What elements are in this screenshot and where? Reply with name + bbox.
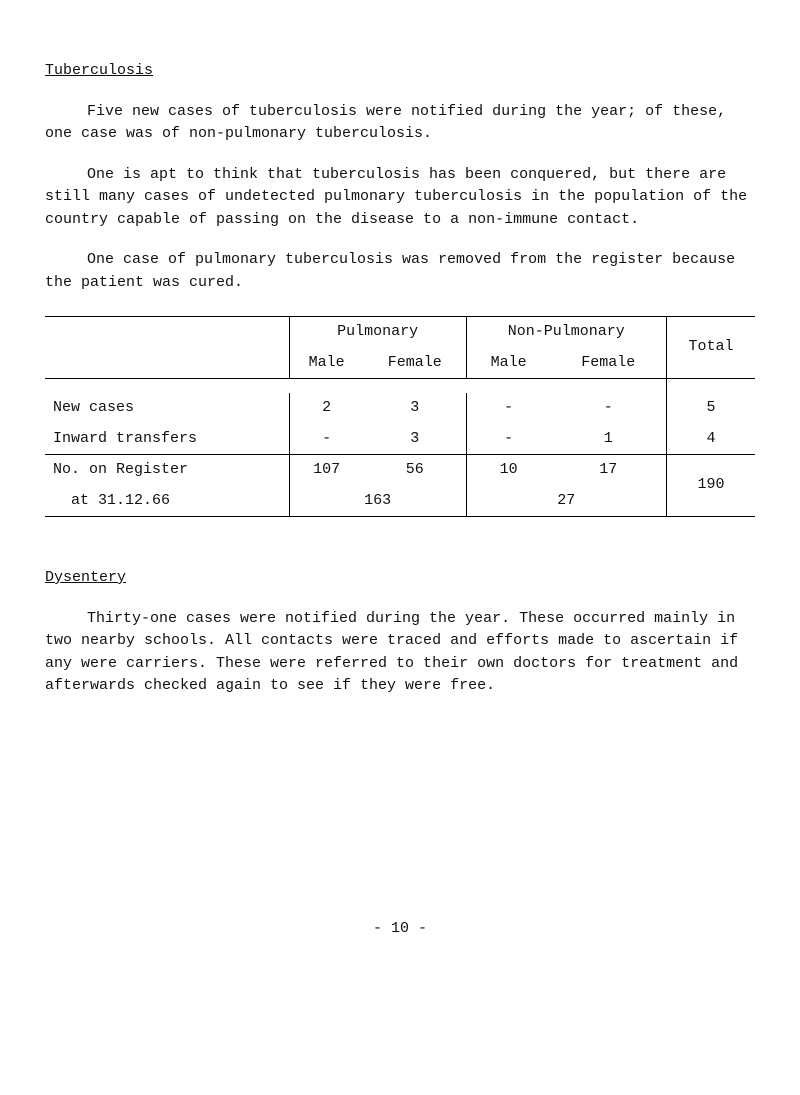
- th-blank: [45, 317, 289, 348]
- section-heading-tb: Tuberculosis: [45, 60, 755, 83]
- row-register-pm: 107: [289, 455, 364, 486]
- row-inward-nm: -: [466, 424, 550, 455]
- th-pulmonary: Pulmonary: [289, 317, 466, 348]
- row-inward-total: 4: [666, 424, 755, 455]
- row-inward-pm: -: [289, 424, 364, 455]
- page-number: - 10 -: [45, 918, 755, 941]
- th-total: Total: [666, 317, 755, 379]
- row-register-nf: 17: [551, 455, 667, 486]
- tb-paragraph-2: One is apt to think that tuberculosis ha…: [45, 164, 755, 232]
- row-inward-label: Inward transfers: [45, 424, 289, 455]
- th-p-female: Female: [364, 348, 466, 379]
- dys-paragraph-1: Thirty-one cases were notified during th…: [45, 608, 755, 698]
- row-register-label: No. on Register: [45, 455, 289, 486]
- th-p-male: Male: [289, 348, 364, 379]
- row-register2-label: at 31.12.66: [45, 486, 289, 517]
- th-n-male: Male: [466, 348, 550, 379]
- row-newcases-pm: 2: [289, 393, 364, 424]
- row-newcases-total: 5: [666, 393, 755, 424]
- th-blank2: [45, 348, 289, 379]
- row-newcases-nf: -: [551, 393, 667, 424]
- row-register-nsub: 27: [466, 486, 666, 517]
- row-newcases-pf: 3: [364, 393, 466, 424]
- tb-paragraph-3: One case of pulmonary tuberculosis was r…: [45, 249, 755, 294]
- tb-table: Pulmonary Non-Pulmonary Total Male Femal…: [45, 316, 755, 531]
- th-n-female: Female: [551, 348, 667, 379]
- row-inward-pf: 3: [364, 424, 466, 455]
- row-register-pf: 56: [364, 455, 466, 486]
- section-heading-dys: Dysentery: [45, 567, 755, 590]
- row-register-psub: 163: [289, 486, 466, 517]
- row-register-nm: 10: [466, 455, 550, 486]
- tb-paragraph-1: Five new cases of tuberculosis were noti…: [45, 101, 755, 146]
- row-register-total: 190: [666, 455, 755, 517]
- row-newcases-label: New cases: [45, 393, 289, 424]
- row-inward-nf: 1: [551, 424, 667, 455]
- th-nonpulmonary: Non-Pulmonary: [466, 317, 666, 348]
- row-newcases-nm: -: [466, 393, 550, 424]
